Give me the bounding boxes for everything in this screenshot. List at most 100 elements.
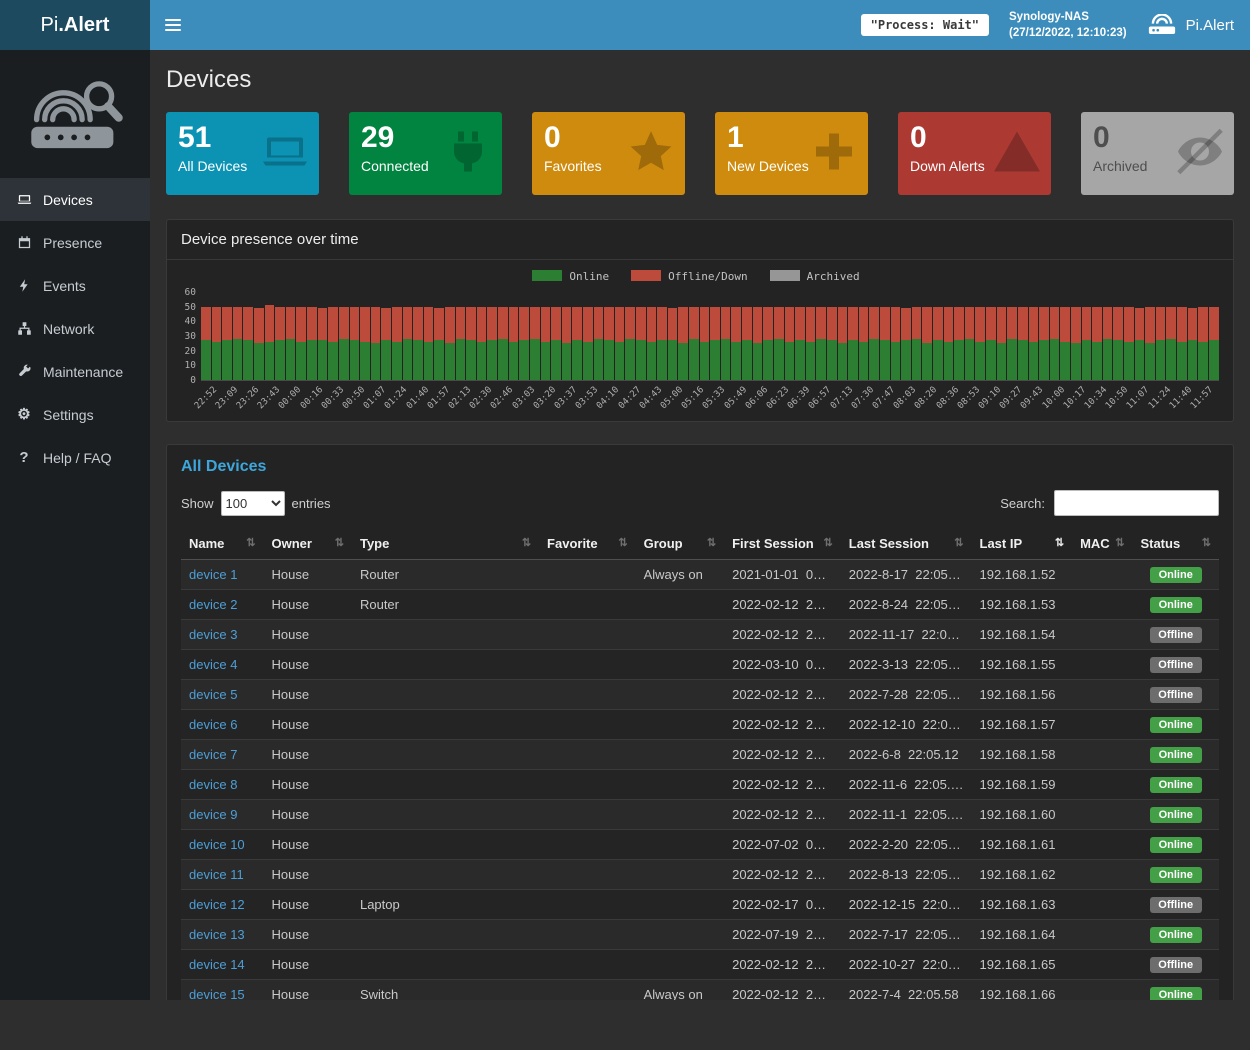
cell [539,950,636,980]
chart-bar [1018,307,1028,380]
cell: House [263,800,352,830]
device-link[interactable]: device 14 [189,957,245,972]
device-link[interactable]: device 5 [189,687,237,702]
nas-timestamp: (27/12/2022, 12:10:23) [1009,25,1127,41]
chart-bar [933,307,943,380]
cell-name: device 6 [181,710,263,740]
chart-bar [1209,307,1219,380]
cell-status: Offline [1132,950,1219,980]
sidebar-item-devices[interactable]: Devices [0,178,150,221]
cell: Always on [636,980,725,1001]
cell: 2022-7-17 22:05.44 [841,920,972,950]
sidebar-item-network[interactable]: Network [0,307,150,350]
device-link[interactable]: device 9 [189,807,237,822]
cell: House [263,680,352,710]
chart-bar [986,307,996,380]
search-input[interactable] [1054,490,1219,516]
device-link[interactable]: device 1 [189,567,237,582]
status-badge: Offline [1150,957,1202,973]
cell: 2022-02-12 22:05 [724,950,841,980]
router-icon [1147,14,1177,37]
chart-bar [339,307,349,380]
chart-bar [233,307,243,380]
column-header-status[interactable]: Status⇅ [1132,528,1219,560]
chart-bar [710,307,720,380]
column-header-last-session[interactable]: Last Session⇅ [841,528,972,560]
column-header-mac[interactable]: MAC⇅ [1072,528,1132,560]
entries-select[interactable]: 100 [221,491,285,516]
sidebar-toggle-button[interactable] [150,0,196,50]
device-link[interactable]: device 10 [189,837,245,852]
chart-bar [636,307,646,380]
legend-archived[interactable]: Archived [770,270,860,283]
cell: 192.168.1.66 [972,980,1073,1001]
column-header-favorite[interactable]: Favorite⇅ [539,528,636,560]
device-link[interactable]: device 3 [189,627,237,642]
cell: 2022-12-10 22:05.21 [841,710,972,740]
y-tick-label: 60 [185,287,196,298]
status-badge: Online [1150,597,1202,613]
chart-bar [848,307,858,380]
cell [352,620,539,650]
network-icon [16,321,32,337]
device-link[interactable]: device 6 [189,717,237,732]
legend-offline-down[interactable]: Offline/Down [631,270,747,283]
status-badge: Offline [1150,627,1202,643]
app-logo[interactable]: Pi.Alert [0,0,150,50]
status-badge: Offline [1150,897,1202,913]
cell: House [263,830,352,860]
column-header-first-session[interactable]: First Session⇅ [724,528,841,560]
cell [539,650,636,680]
sidebar-item-events[interactable]: Events [0,264,150,307]
chart-bar [1135,308,1145,380]
device-link[interactable]: device 7 [189,747,237,762]
chart-bar [838,307,848,380]
column-header-name[interactable]: Name⇅ [181,528,263,560]
legend-online[interactable]: Online [532,270,609,283]
device-link[interactable]: device 13 [189,927,245,942]
cell: 192.168.1.60 [972,800,1073,830]
bolt-icon [16,278,32,294]
sidebar-item-presence[interactable]: Presence [0,221,150,264]
column-header-owner[interactable]: Owner⇅ [263,528,352,560]
device-link[interactable]: device 4 [189,657,237,672]
sidebar-item-help-faq[interactable]: ?Help / FAQ [0,436,150,479]
chart-bar [572,307,582,380]
cell-status: Online [1132,920,1219,950]
device-link[interactable]: device 8 [189,777,237,792]
cell: 192.168.1.52 [972,560,1073,590]
column-header-type[interactable]: Type⇅ [352,528,539,560]
cell [352,860,539,890]
cell [636,590,725,620]
search-control: Search: [1000,490,1219,516]
show-label: Show [181,496,214,511]
chart-bar [466,307,476,380]
device-link[interactable]: device 12 [189,897,245,912]
cell [352,920,539,950]
device-link[interactable]: device 11 [189,867,244,882]
column-header-group[interactable]: Group⇅ [636,528,725,560]
sidebar-item-maintenance[interactable]: Maintenance [0,350,150,393]
cell: 2022-8-13 22:05.36 [841,860,972,890]
chart-bar [201,307,211,380]
device-link[interactable]: device 2 [189,597,237,612]
column-header-last-ip[interactable]: Last IP⇅ [972,528,1073,560]
cell: 192.168.1.63 [972,890,1073,920]
cell [352,680,539,710]
chart-bar [954,307,964,380]
device-link[interactable]: device 15 [189,987,245,1000]
chart-bar [222,307,232,380]
sidebar-item-settings[interactable]: ⚙Settings [0,393,150,436]
cell [539,980,636,1001]
